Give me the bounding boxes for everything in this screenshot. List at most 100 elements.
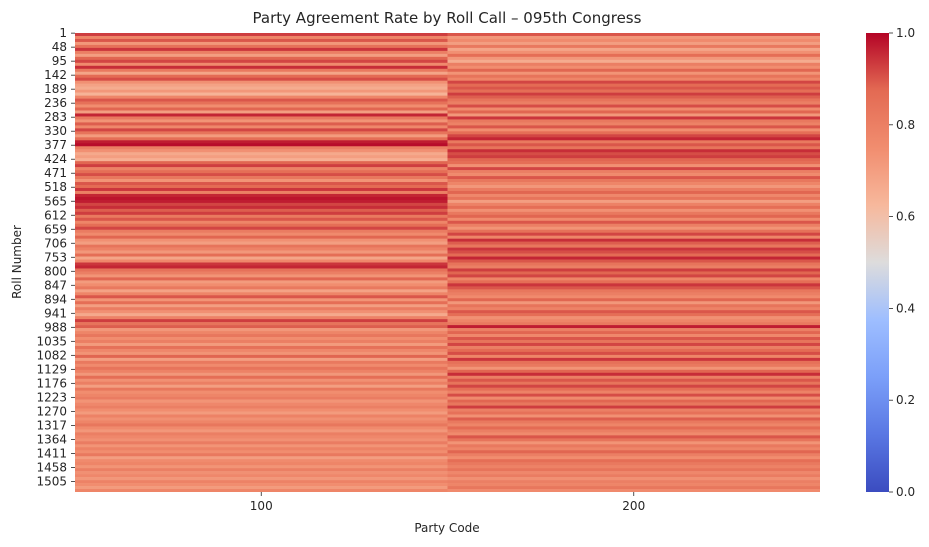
heatmap-cell <box>447 384 820 388</box>
y-tick-label: 1223 <box>36 390 67 404</box>
heatmap-cell <box>75 146 448 150</box>
heatmap-cell <box>75 339 448 344</box>
heatmap-cell <box>75 259 448 263</box>
heatmap-cell <box>75 477 448 481</box>
heatmap-cell <box>447 226 820 231</box>
heatmap-cell <box>447 301 820 305</box>
heatmap-cell <box>447 334 820 338</box>
y-tick-label: 142 <box>44 68 67 82</box>
heatmap-cell <box>447 128 820 132</box>
y-tick-label: 1458 <box>36 460 67 474</box>
heatmap-cell <box>75 310 448 314</box>
y-tick-label: 612 <box>44 208 67 222</box>
heatmap-cell <box>75 280 448 284</box>
heatmap-cell <box>75 468 448 472</box>
heatmap-cell <box>75 199 448 204</box>
heatmap-cell <box>75 316 448 320</box>
y-tick-label: 1082 <box>36 348 67 362</box>
colorbar-tick-label: 1.0 <box>896 26 915 40</box>
heatmap-cell <box>75 387 448 391</box>
heatmap-cell <box>75 331 448 335</box>
heatmap-cell <box>75 95 448 99</box>
heatmap-cell <box>75 250 448 254</box>
heatmap-cell <box>447 86 820 90</box>
heatmap-cell <box>75 256 448 260</box>
heatmap-cell <box>447 432 820 436</box>
heatmap-cell <box>75 325 448 329</box>
heatmap-cell <box>447 155 820 159</box>
heatmap-cell <box>75 483 448 487</box>
y-tick-label: 753 <box>44 250 67 264</box>
colorbar-tick-label: 0.8 <box>896 118 915 132</box>
heatmap-cell <box>75 83 448 87</box>
heatmap-cell <box>447 199 820 204</box>
heatmap-cell <box>447 298 820 302</box>
heatmap-cell <box>447 217 820 222</box>
heatmap-cell <box>75 414 448 418</box>
heatmap-cell <box>447 74 820 79</box>
heatmap-cell <box>75 241 448 245</box>
heatmap-cell <box>75 59 448 64</box>
heatmap-cell <box>447 65 820 70</box>
x-axis-label: Party Code <box>414 521 479 535</box>
heatmap-cell <box>75 450 448 454</box>
x-axis: 100 200 <box>250 492 645 513</box>
heatmap-cell <box>447 396 820 400</box>
y-axis-label: Roll Number <box>10 225 24 299</box>
heatmap-cell <box>447 176 820 180</box>
heatmap-cell <box>75 417 448 421</box>
heatmap-cell <box>75 438 448 442</box>
heatmap-cell <box>447 253 820 257</box>
y-tick-label: 1 <box>59 26 67 40</box>
heatmap-cell <box>75 182 448 186</box>
heatmap-cell <box>75 363 448 368</box>
heatmap-cell <box>447 307 820 311</box>
y-tick-label: 941 <box>44 306 67 320</box>
heatmap-cell <box>75 292 448 296</box>
heatmap-cell <box>447 143 820 147</box>
heatmap-cell <box>75 408 448 412</box>
heatmap-cell <box>447 295 820 299</box>
y-tick-label: 1035 <box>36 334 67 348</box>
y-tick-label: 236 <box>44 96 67 110</box>
heatmap-cell <box>447 83 820 87</box>
heatmap-cell <box>75 402 448 406</box>
heatmap-cell <box>447 241 820 245</box>
heatmap-cell <box>447 456 820 460</box>
heatmap-cell <box>447 390 820 394</box>
heatmap-cell <box>75 441 448 445</box>
heatmap-cell <box>447 196 820 201</box>
heatmap-cell <box>75 378 448 383</box>
y-tick-label: 283 <box>44 110 67 124</box>
heatmap-cell <box>75 74 448 79</box>
heatmap-cell <box>75 50 448 55</box>
heatmap-cell <box>447 444 820 448</box>
heatmap-cell <box>447 167 820 171</box>
heatmap-cell <box>447 348 820 353</box>
heatmap-cell <box>447 450 820 454</box>
y-tick-label: 894 <box>44 292 67 306</box>
heatmap-cell <box>447 339 820 344</box>
heatmap-cell <box>75 471 448 475</box>
y-tick-label: 471 <box>44 166 67 180</box>
colorbar-gradient <box>866 33 889 492</box>
heatmap-cell <box>75 393 448 397</box>
heatmap-cell <box>75 47 448 52</box>
heatmap-cell <box>447 208 820 213</box>
chart-title: Party Agreement Rate by Roll Call – 095t… <box>253 9 642 27</box>
heatmap-cell <box>75 80 448 84</box>
heatmap-cell <box>447 268 820 272</box>
heatmap-cell <box>75 298 448 302</box>
heatmap-cell <box>447 351 820 356</box>
heatmap-cell <box>447 486 820 490</box>
heatmap-cell <box>447 328 820 332</box>
heatmap-cell <box>447 360 820 365</box>
heatmap-cell <box>75 238 448 242</box>
heatmap-cell <box>75 140 448 144</box>
y-tick-label: 565 <box>44 194 67 208</box>
y-tick-label: 377 <box>44 138 67 152</box>
heatmap-cell <box>447 68 820 73</box>
heatmap-cell <box>75 420 448 424</box>
y-tick-label: 847 <box>44 278 67 292</box>
heatmap-cell <box>447 158 820 162</box>
